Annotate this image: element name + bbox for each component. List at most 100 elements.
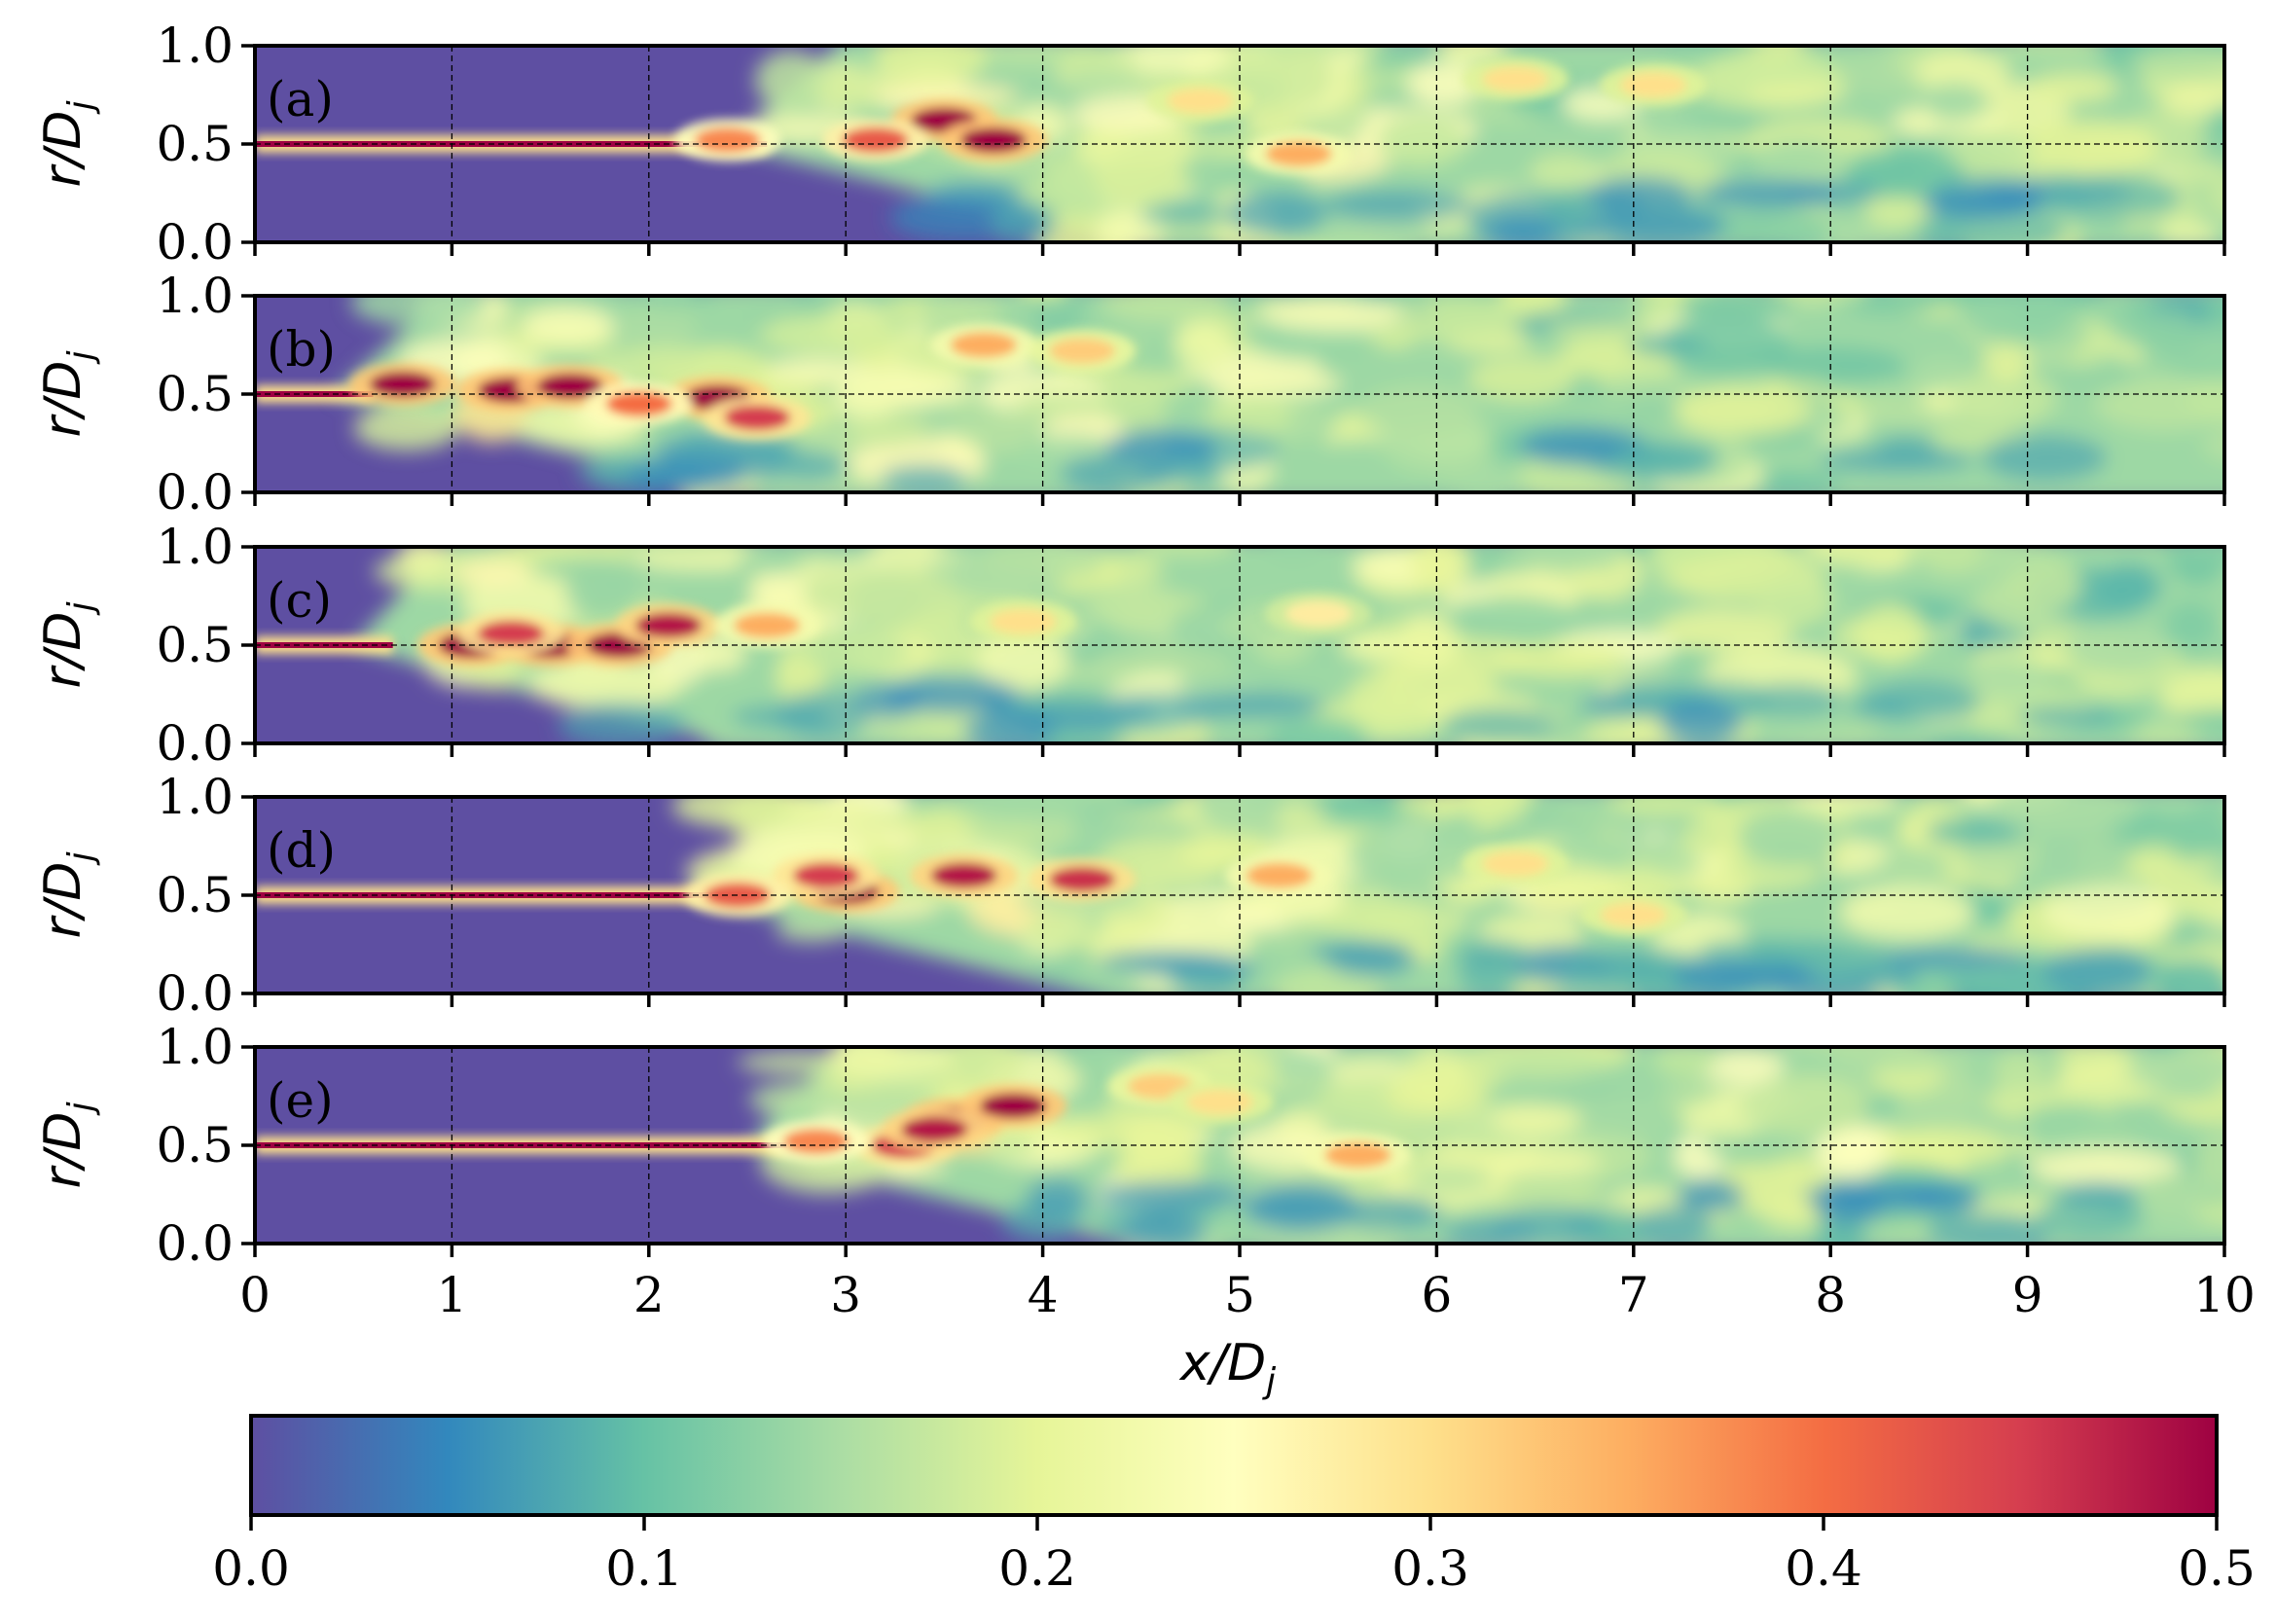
turbulence-blob <box>2215 565 2224 598</box>
turbulence-blob <box>692 633 745 671</box>
inner-blob <box>1332 1196 1443 1231</box>
turbulence-blob <box>1468 356 1575 401</box>
y-tick-label: 0.0 <box>156 464 234 521</box>
turbulent-region <box>333 296 2224 492</box>
inner-blob <box>1026 1177 1090 1219</box>
turbulence-blob <box>2155 1070 2220 1101</box>
hotspot <box>980 1093 1047 1119</box>
turbulence-blob <box>1623 393 1680 426</box>
turbulence-blob <box>1815 1125 1888 1179</box>
inner-blob <box>775 690 871 740</box>
x-tick-label: 1 <box>436 1267 467 1323</box>
inner-blob <box>1138 201 1232 228</box>
field-panel-4 <box>255 797 2224 993</box>
inner-blob <box>1803 1180 1946 1210</box>
inner-blob <box>1696 937 1849 962</box>
hotspot <box>990 608 1057 634</box>
turbulence-blob <box>1174 320 1231 370</box>
turbulence-blob <box>775 918 849 942</box>
colorbar-tick-label: 0.5 <box>2178 1540 2256 1597</box>
hotspot <box>1324 1142 1391 1169</box>
y-axis-label: r/Dj <box>34 101 101 188</box>
turbulence-blob <box>847 415 924 447</box>
inner-blob <box>1579 208 1725 242</box>
turbulence-blob <box>1398 611 1461 668</box>
grid-panel-2 <box>255 296 2224 492</box>
turbulence-blob <box>2102 815 2224 859</box>
turbulence-blob <box>1843 148 1965 198</box>
turbulence-blob <box>1879 846 1951 888</box>
field-panel-5 <box>255 1025 2276 1244</box>
inner-blob <box>1459 940 1530 970</box>
turbulence-blob <box>1802 404 1853 434</box>
turbulence-blob <box>2080 674 2153 700</box>
turbulence-blob <box>2130 309 2203 358</box>
y-tick-label: 0.0 <box>156 965 234 1022</box>
grid-panel-1 <box>255 46 2224 242</box>
hotspot <box>478 620 545 646</box>
turbulence-blob <box>1493 642 1627 677</box>
turbulence-blob <box>1949 370 2057 427</box>
y-axis-label: r/Dj <box>34 602 101 689</box>
turbulence-blob <box>1982 339 2032 382</box>
turbulent-region <box>727 46 2224 242</box>
turbulence-blob <box>1839 885 1975 939</box>
hotspot <box>1482 850 1549 877</box>
hotspot <box>1246 862 1313 888</box>
turbulence-blob <box>1757 346 1906 385</box>
x-axis-label: x/Dj <box>1178 1334 1276 1401</box>
turbulence-blob <box>1394 797 1485 812</box>
turbulence-blob <box>2159 669 2224 724</box>
hotspot <box>536 373 603 399</box>
inner-blob <box>884 676 1020 714</box>
x-tick-label: 2 <box>633 1267 665 1323</box>
turbulence-blob <box>2186 374 2224 425</box>
turbulence-blob <box>1485 1047 1599 1081</box>
turbulence-blob <box>2156 221 2220 242</box>
turbulence-blob <box>738 551 803 574</box>
turbulence-blob <box>2163 600 2219 651</box>
inner-blob <box>2036 1195 2144 1238</box>
hotspot <box>635 612 703 638</box>
turbulence-blob <box>2171 710 2224 731</box>
turbulence-blob <box>2066 619 2169 674</box>
turbulence-blob <box>2229 606 2276 634</box>
turbulence-blob <box>2042 886 2175 938</box>
inner-blob <box>1441 708 1558 742</box>
y-tick-label: 0.0 <box>156 214 234 271</box>
turbulence-blob <box>799 627 908 675</box>
turbulence-blob <box>1606 797 1721 813</box>
turbulent-region <box>737 1025 2276 1244</box>
turbulence-blob <box>1409 673 1499 702</box>
turbulence-blob <box>1438 46 1507 65</box>
inner-blob <box>1167 967 1244 993</box>
turbulence-blob <box>452 559 530 586</box>
inner-blob <box>1635 1205 1712 1244</box>
turbulence-blob <box>1376 114 1466 167</box>
turbulence-blob <box>782 797 874 821</box>
turbulence-blob <box>1094 646 1233 676</box>
hotspot <box>1265 141 1332 167</box>
colorbar-tick-label: 0.4 <box>1785 1540 1862 1597</box>
colorbar-tick-label: 0.3 <box>1391 1540 1469 1597</box>
hotspot <box>960 126 1027 153</box>
inner-blob <box>1119 1209 1207 1244</box>
turbulence-blob <box>350 296 490 327</box>
turbulence-blob <box>2043 827 2133 884</box>
inner-blob <box>1873 433 1939 466</box>
turbulence-blob <box>1959 296 2073 344</box>
turbulence-blob <box>2155 959 2224 993</box>
inner-blob <box>1059 452 1174 492</box>
panel-3: 0.0 0.5 1.0 r/Dj (c) <box>34 519 2276 772</box>
hotspot <box>950 332 1017 358</box>
y-tick-label: 0.5 <box>156 617 234 673</box>
turbulence-blob <box>2228 1025 2276 1054</box>
inner-blob <box>1227 190 1327 236</box>
panel-1: 0.0 0.5 1.0 r/Dj (a) <box>34 18 2226 271</box>
colorbar-gradient <box>249 1414 2219 1517</box>
turbulence-blob <box>826 1047 953 1079</box>
turbulence-blob <box>527 659 683 710</box>
panel-label: (b) <box>267 321 336 378</box>
turbulence-blob <box>2030 73 2117 102</box>
